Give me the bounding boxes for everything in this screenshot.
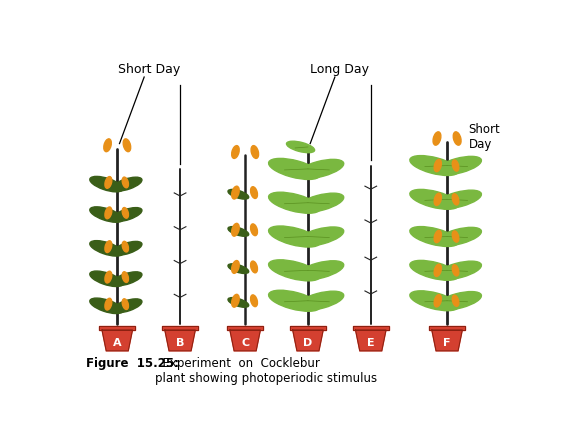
Ellipse shape — [232, 224, 239, 237]
Ellipse shape — [437, 261, 481, 280]
Ellipse shape — [112, 299, 142, 313]
Text: Short Day: Short Day — [118, 63, 180, 76]
Ellipse shape — [112, 208, 142, 222]
Ellipse shape — [434, 160, 441, 172]
Ellipse shape — [434, 265, 441, 277]
Ellipse shape — [105, 299, 112, 310]
Ellipse shape — [105, 177, 112, 189]
Ellipse shape — [434, 194, 441, 206]
Ellipse shape — [90, 241, 123, 257]
Ellipse shape — [104, 140, 111, 152]
Text: Long Day: Long Day — [310, 63, 369, 76]
Ellipse shape — [90, 177, 123, 192]
Polygon shape — [165, 330, 195, 351]
Polygon shape — [290, 326, 326, 330]
Ellipse shape — [452, 231, 459, 243]
Polygon shape — [102, 330, 133, 351]
Ellipse shape — [105, 241, 112, 253]
Ellipse shape — [269, 193, 320, 214]
Ellipse shape — [251, 261, 258, 273]
Ellipse shape — [123, 140, 131, 152]
Ellipse shape — [251, 224, 258, 236]
Ellipse shape — [90, 298, 123, 314]
Polygon shape — [230, 330, 261, 351]
Text: Experiment  on  Cocklebur
plant showing photoperiodic stimulus: Experiment on Cocklebur plant showing ph… — [155, 356, 378, 384]
Ellipse shape — [90, 272, 123, 287]
Text: D: D — [303, 337, 313, 347]
Ellipse shape — [122, 299, 129, 310]
Polygon shape — [432, 330, 462, 351]
Ellipse shape — [452, 161, 459, 172]
Text: B: B — [176, 337, 184, 347]
Ellipse shape — [437, 292, 481, 310]
Ellipse shape — [122, 242, 129, 252]
Ellipse shape — [297, 292, 344, 311]
Polygon shape — [162, 326, 198, 330]
Ellipse shape — [434, 231, 441, 243]
Ellipse shape — [452, 265, 459, 276]
Ellipse shape — [232, 146, 239, 159]
Ellipse shape — [437, 228, 481, 246]
Ellipse shape — [251, 295, 258, 307]
Ellipse shape — [112, 178, 142, 192]
Polygon shape — [100, 326, 135, 330]
Ellipse shape — [437, 157, 481, 175]
Ellipse shape — [452, 194, 459, 205]
Ellipse shape — [122, 208, 129, 219]
Polygon shape — [353, 326, 389, 330]
Polygon shape — [227, 326, 263, 330]
Text: C: C — [241, 337, 249, 347]
Ellipse shape — [410, 291, 459, 311]
Ellipse shape — [433, 133, 441, 146]
Ellipse shape — [434, 295, 441, 307]
Ellipse shape — [453, 133, 461, 146]
Ellipse shape — [297, 194, 344, 213]
Ellipse shape — [297, 160, 344, 179]
Ellipse shape — [297, 261, 344, 280]
Ellipse shape — [410, 261, 459, 281]
Text: A: A — [113, 337, 122, 347]
Ellipse shape — [269, 159, 320, 180]
Ellipse shape — [297, 227, 344, 247]
Polygon shape — [356, 330, 386, 351]
Ellipse shape — [122, 178, 129, 188]
Ellipse shape — [232, 295, 239, 307]
Ellipse shape — [410, 156, 459, 176]
Ellipse shape — [228, 298, 249, 307]
Ellipse shape — [228, 264, 249, 274]
Ellipse shape — [269, 290, 320, 311]
Text: Short
Day: Short Day — [468, 123, 500, 151]
Ellipse shape — [269, 226, 320, 247]
Ellipse shape — [251, 146, 259, 159]
Text: E: E — [367, 337, 375, 347]
Ellipse shape — [251, 187, 258, 199]
Ellipse shape — [232, 261, 239, 274]
Ellipse shape — [452, 296, 459, 307]
Ellipse shape — [232, 187, 239, 200]
Ellipse shape — [90, 207, 123, 223]
Ellipse shape — [269, 260, 320, 281]
Ellipse shape — [105, 208, 112, 219]
Ellipse shape — [228, 227, 249, 237]
Ellipse shape — [105, 272, 112, 283]
Ellipse shape — [437, 191, 481, 209]
Ellipse shape — [112, 272, 142, 286]
Polygon shape — [293, 330, 323, 351]
Ellipse shape — [228, 190, 249, 200]
Ellipse shape — [122, 272, 129, 283]
Text: Figure  15.25:: Figure 15.25: — [86, 356, 179, 369]
Ellipse shape — [410, 227, 459, 247]
Text: F: F — [444, 337, 451, 347]
Ellipse shape — [410, 190, 459, 210]
Ellipse shape — [287, 142, 314, 153]
Polygon shape — [429, 326, 465, 330]
Ellipse shape — [112, 242, 142, 256]
